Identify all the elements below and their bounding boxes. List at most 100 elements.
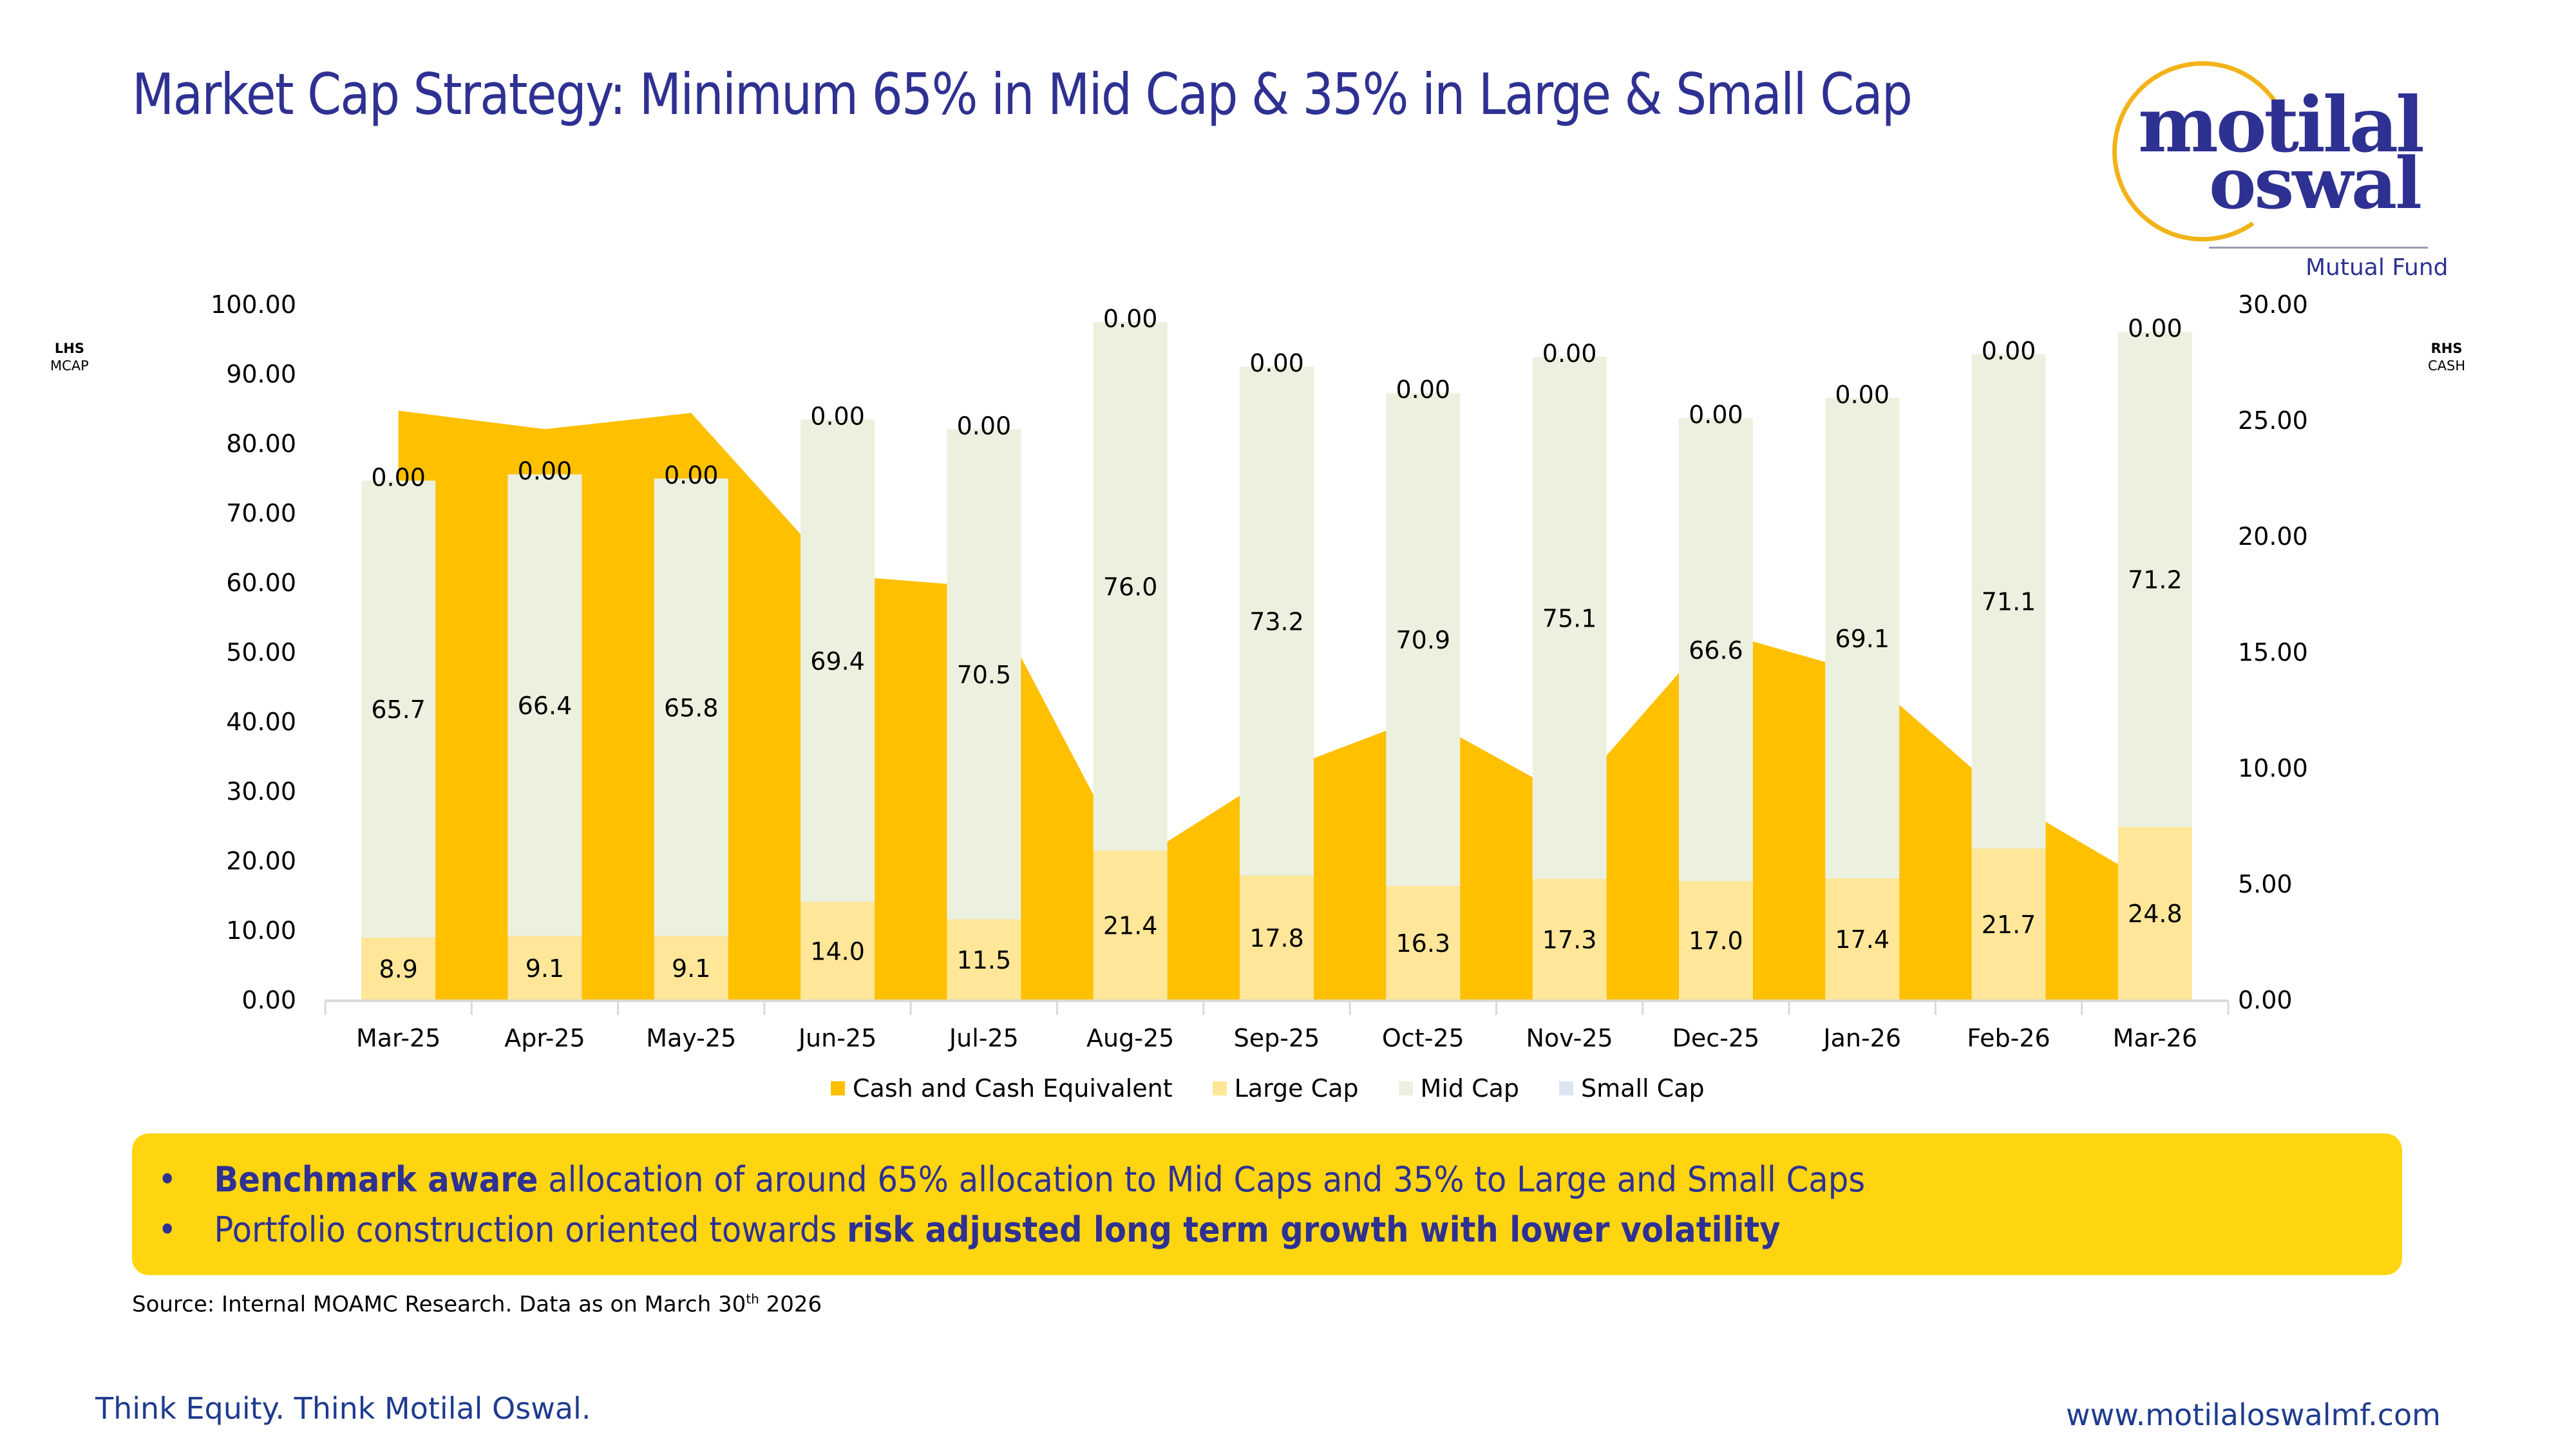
bar-large-cap xyxy=(361,937,436,999)
label-small-cap: 0.00 xyxy=(957,412,1012,440)
callout-bullet-1-bold: Benchmark aware xyxy=(214,1159,538,1200)
bar-mid-cap xyxy=(1386,393,1461,886)
callout-bullet-2-bold: risk adjusted long term growth with lowe… xyxy=(847,1209,1781,1250)
x-tick-label: Feb-26 xyxy=(1967,1024,2050,1052)
label-large-cap: 14.0 xyxy=(810,937,865,965)
label-mid-cap: 71.2 xyxy=(2128,566,2183,594)
label-large-cap: 17.3 xyxy=(1542,926,1597,954)
label-small-cap: 0.00 xyxy=(1542,339,1597,368)
y-right-tick-label: 15.00 xyxy=(2238,638,2308,667)
market-cap-chart: 8.9 65.7 0.00 Mar-25 9.1 66.4 0.00 Apr-25 9.1 65.… xyxy=(211,290,2308,1052)
label-large-cap: 21.7 xyxy=(1982,911,2036,939)
bar-large-cap xyxy=(1093,850,1168,999)
y-right-tick-label: 5.00 xyxy=(2238,870,2293,898)
legend-swatch-icon xyxy=(831,1081,845,1095)
x-tick-label: Aug-25 xyxy=(1086,1024,1174,1052)
page-title: Market Cap Strategy: Minimum 65% in Mid … xyxy=(132,61,1913,128)
footer-url-link[interactable]: www.motilaloswalmf.com xyxy=(2065,1397,2441,1432)
legend-label: Mid Cap xyxy=(1420,1074,1520,1103)
label-mid-cap: 66.6 xyxy=(1689,636,1743,665)
legend-swatch-icon xyxy=(1212,1081,1227,1095)
label-large-cap: 21.4 xyxy=(1103,911,1158,940)
callout-bullet-2: • Portfolio construction oriented towards… xyxy=(158,1209,1781,1250)
legend-swatch-icon xyxy=(1398,1081,1413,1095)
bar-large-cap xyxy=(507,936,582,999)
bar-large-cap xyxy=(1971,848,2046,999)
bar-large-cap xyxy=(2117,827,2192,999)
legend-item: Cash and Cash Equivalent xyxy=(831,1074,1173,1103)
label-mid-cap: 73.2 xyxy=(1249,607,1304,636)
label-large-cap: 11.5 xyxy=(957,946,1012,974)
bar-mid-cap xyxy=(361,480,436,938)
label-mid-cap: 70.5 xyxy=(957,661,1012,689)
bar-mid-cap xyxy=(800,419,875,902)
x-tick-label: Nov-25 xyxy=(1526,1024,1613,1052)
label-small-cap: 0.00 xyxy=(2128,314,2183,343)
label-small-cap: 0.00 xyxy=(518,457,573,486)
legend-item: Large Cap xyxy=(1212,1074,1359,1103)
bar-large-cap xyxy=(1532,879,1607,999)
bar-large-cap xyxy=(1240,875,1314,999)
y-left-tick-label: 10.00 xyxy=(226,916,296,945)
logo-divider xyxy=(2209,247,2428,249)
key-points-callout: • Benchmark aware allocation of around 65… xyxy=(132,1133,2402,1275)
bar-mid-cap xyxy=(1971,354,2046,849)
label-mid-cap: 65.8 xyxy=(664,694,719,722)
y-left-tick-label: 90.00 xyxy=(226,360,296,388)
bar-mid-cap xyxy=(654,478,728,936)
label-small-cap: 0.00 xyxy=(1396,375,1451,404)
x-tick-label: Dec-25 xyxy=(1672,1024,1760,1052)
label-mid-cap: 66.4 xyxy=(518,692,573,720)
y-left-tick-label: 80.00 xyxy=(226,430,296,458)
source-sup: th xyxy=(746,1291,759,1307)
bar-mid-cap xyxy=(1532,357,1607,880)
legend-label: Cash and Cash Equivalent xyxy=(853,1074,1173,1103)
y-right-tick-label: 0.00 xyxy=(2238,986,2293,1014)
label-mid-cap: 71.1 xyxy=(1982,588,2036,616)
x-tick-label: May-25 xyxy=(646,1024,736,1052)
x-tick-label: Mar-26 xyxy=(2113,1024,2197,1052)
legend-label: Large Cap xyxy=(1234,1074,1359,1103)
logo-text-line1: motilal xyxy=(2138,80,2425,169)
label-large-cap: 17.0 xyxy=(1689,927,1743,955)
lhs-tag-label: MCAP xyxy=(50,358,89,374)
bar-mid-cap xyxy=(1678,418,1753,882)
label-mid-cap: 76.0 xyxy=(1103,573,1158,601)
x-tick-label: Oct-25 xyxy=(1382,1024,1464,1052)
logo-subtitle: Mutual Fund xyxy=(2306,254,2448,281)
motilal-oswal-logo: motilal oswal Mutual Fund xyxy=(2098,46,2524,281)
label-small-cap: 0.00 xyxy=(1689,401,1743,429)
label-small-cap: 0.00 xyxy=(1835,381,1889,409)
bar-mid-cap xyxy=(507,474,582,936)
label-small-cap: 0.00 xyxy=(1103,305,1158,333)
y-left-tick-label: 20.00 xyxy=(226,847,296,875)
x-tick-label: Jan-26 xyxy=(1822,1024,1901,1052)
label-small-cap: 0.00 xyxy=(371,463,426,491)
bar-large-cap xyxy=(654,936,728,999)
legend-item: Small Cap xyxy=(1559,1074,1705,1103)
lhs-axis-tag: LHS MCAP xyxy=(50,340,89,375)
label-mid-cap: 70.9 xyxy=(1396,626,1451,654)
rhs-tag-label: CASH xyxy=(2428,358,2466,374)
y-left-tick-label: 50.00 xyxy=(226,638,296,667)
label-small-cap: 0.00 xyxy=(664,461,719,489)
bar-large-cap xyxy=(1825,878,1900,999)
legend-item: Mid Cap xyxy=(1398,1074,1520,1103)
bar-large-cap xyxy=(1386,886,1461,999)
footer-tagline: Think Equity. Think Motilal Oswal. xyxy=(95,1391,591,1426)
bar-large-cap xyxy=(1678,881,1753,999)
y-right-tick-label: 20.00 xyxy=(2238,522,2308,551)
y-left-tick-label: 70.00 xyxy=(226,499,296,527)
rhs-axis-tag: RHS CASH xyxy=(2428,340,2465,375)
bar-large-cap xyxy=(800,902,875,999)
label-mid-cap: 75.1 xyxy=(1542,605,1597,633)
callout-bullet-1-text: allocation of around 65% allocation to M… xyxy=(538,1159,1866,1200)
label-large-cap: 8.9 xyxy=(379,955,417,983)
label-large-cap: 9.1 xyxy=(672,954,710,983)
legend-label: Small Cap xyxy=(1581,1074,1705,1103)
label-mid-cap: 69.4 xyxy=(810,647,865,676)
bar-mid-cap xyxy=(1825,397,1900,879)
bar-mid-cap xyxy=(1093,322,1168,851)
x-tick-label: Jul-25 xyxy=(948,1024,1019,1052)
bar-large-cap xyxy=(947,919,1021,999)
